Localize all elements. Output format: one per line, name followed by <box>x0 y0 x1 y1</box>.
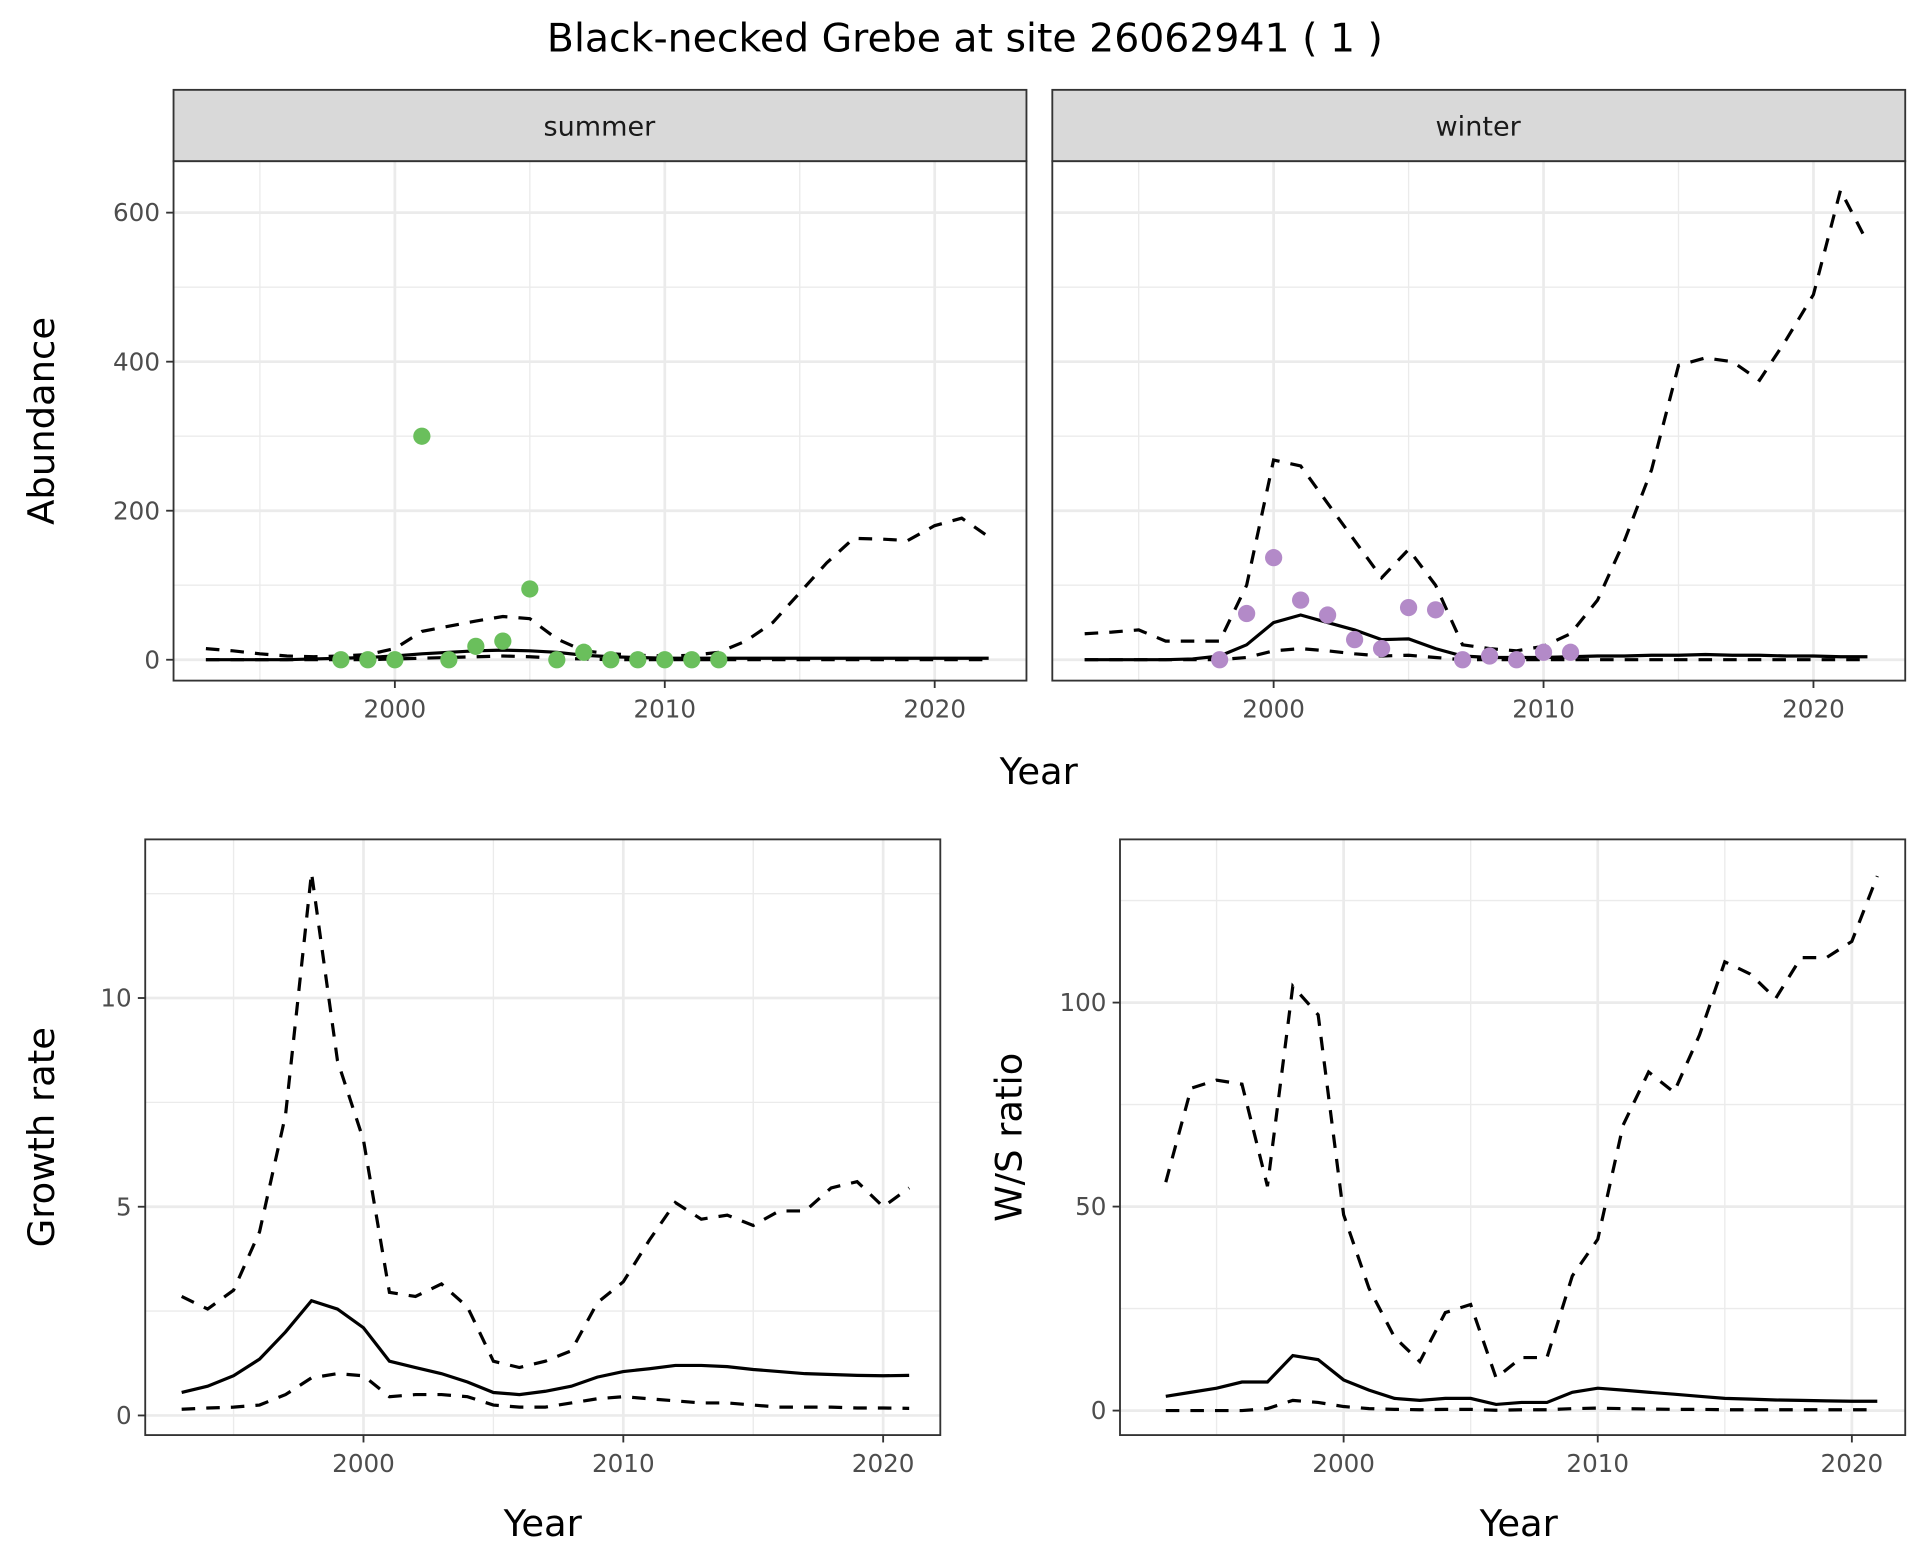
x-tick-label: 2010 <box>592 1449 655 1478</box>
data-point <box>1372 639 1391 658</box>
strip-winter <box>1051 88 1907 163</box>
panel-summer: 2000 2010 2020 0 200 400 600 <box>113 160 1028 724</box>
panel-border <box>1119 838 1907 1436</box>
panel-winter: 2000 2010 2020 <box>1051 160 1907 724</box>
data-point <box>710 651 728 669</box>
series-mean-line <box>1165 1353 1878 1407</box>
data-point <box>386 651 404 669</box>
data-point <box>1534 643 1553 661</box>
x-tick-label: 2000 <box>332 1449 395 1478</box>
y-axis-title-ratio: W/S ratio <box>988 1053 1031 1222</box>
x-tick-label: 2010 <box>1566 1449 1629 1478</box>
x-axis-title-top: Year <box>999 750 1079 793</box>
x-tick-label: 2010 <box>1512 695 1575 724</box>
x-tick-label: 2020 <box>1821 1449 1884 1478</box>
y-axis-title-growth: Growth rate <box>20 1027 63 1247</box>
y-axis-title-abundance: Abundance <box>20 317 63 525</box>
y-tick-label: 10 <box>100 984 131 1013</box>
data-point <box>575 643 593 661</box>
data-point <box>656 651 674 669</box>
series-upper-line <box>180 872 911 1370</box>
x-tick-label: 2010 <box>633 695 696 724</box>
data-point <box>1399 598 1418 617</box>
data-point <box>548 651 566 669</box>
data-point <box>1453 651 1472 669</box>
series-mean-line <box>181 1298 910 1397</box>
y-tick-label: 0 <box>1091 1396 1107 1425</box>
series-upper-line <box>1164 875 1879 1381</box>
data-point <box>494 632 512 650</box>
x-tick-label: 2020 <box>1782 695 1845 724</box>
y-tick-label: 0 <box>116 1401 132 1430</box>
data-point <box>521 580 539 598</box>
plot-background <box>173 161 1027 681</box>
y-tick-label: 200 <box>113 496 160 525</box>
data-point <box>1238 604 1256 623</box>
plot-background <box>1052 161 1906 681</box>
y-tick-label: 50 <box>1075 1192 1106 1221</box>
y-tick-label: 0 <box>144 645 160 674</box>
data-point <box>1319 606 1337 624</box>
data-point <box>1480 647 1499 665</box>
x-tick-label: 2000 <box>364 695 427 724</box>
y-tick-label: 5 <box>116 1192 132 1221</box>
data-point <box>359 651 377 669</box>
panel-border <box>172 160 1028 682</box>
data-point <box>602 651 620 669</box>
data-point <box>1292 591 1310 609</box>
panel-growth: 2000 2010 2020 0 5 10 <box>100 838 942 1478</box>
strip-label-winter: winter <box>1436 111 1522 142</box>
data-point <box>440 651 458 669</box>
panel-ratio: 2000 2010 2020 0 50 100 <box>1059 838 1907 1478</box>
data-point <box>1561 643 1580 661</box>
panel-border <box>1051 160 1907 682</box>
data-point <box>467 637 485 655</box>
strip-summer <box>172 88 1028 163</box>
x-tick-label: 2000 <box>1312 1449 1375 1478</box>
y-tick-label: 600 <box>113 198 160 227</box>
data-point <box>683 651 701 669</box>
plot-background <box>145 839 941 1436</box>
y-tick-label: 100 <box>1059 988 1106 1017</box>
strip-label-summer: summer <box>544 111 657 142</box>
data-point <box>1211 651 1229 669</box>
x-tick-label: 2000 <box>1242 695 1305 724</box>
x-axis-title-ratio: Year <box>1479 1502 1559 1545</box>
data-point <box>1265 549 1283 567</box>
data-point <box>413 427 431 445</box>
data-point <box>332 651 350 669</box>
x-tick-label: 2020 <box>903 695 966 724</box>
data-point <box>1507 651 1526 669</box>
x-axis-title-growth: Year <box>503 1502 583 1545</box>
series-lower-line <box>181 1372 910 1411</box>
y-tick-label: 400 <box>113 347 160 376</box>
series-lower-line <box>1165 1398 1878 1413</box>
panel-border <box>144 838 942 1436</box>
data-point <box>1345 631 1364 649</box>
series-upper-line <box>1084 185 1869 653</box>
data-point <box>629 651 647 669</box>
chart-title: Black-necked Grebe at site 26062941 ( 1 … <box>547 16 1383 62</box>
x-tick-label: 2020 <box>852 1449 915 1478</box>
plot-background <box>1120 839 1906 1436</box>
data-point <box>1426 601 1445 619</box>
